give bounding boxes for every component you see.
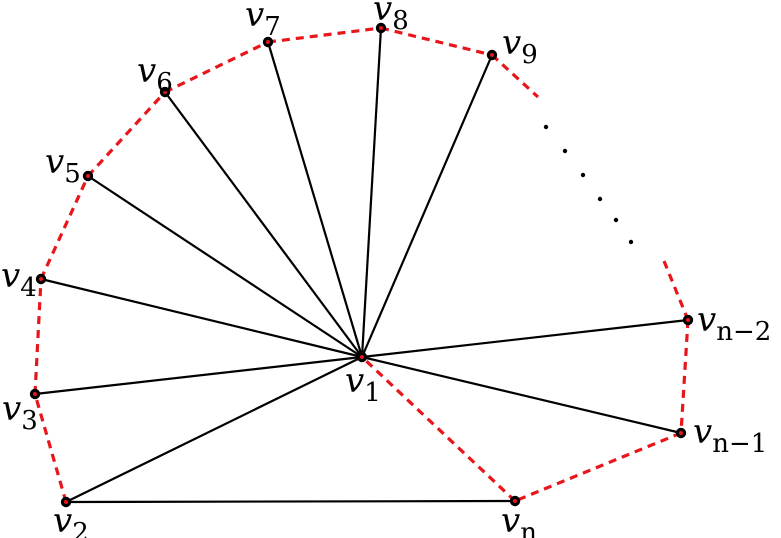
ellipsis-dot-3 xyxy=(580,172,586,178)
edge-v1-vn-1 xyxy=(361,355,682,435)
vertex-core-v2 xyxy=(64,500,68,504)
ellipsis-dot-4 xyxy=(597,196,603,202)
label-vn: vn xyxy=(501,501,537,538)
label-vn-1: vn−1 xyxy=(693,412,767,459)
vertex-core-v9 xyxy=(490,53,494,57)
label-v2-base: v xyxy=(53,501,72,538)
label-v4-base: v xyxy=(1,256,20,296)
label-vn-sub: n xyxy=(520,518,537,538)
label-v4: v4 xyxy=(1,256,37,303)
vertex-core-v6 xyxy=(163,90,167,94)
vertex-core-v1 xyxy=(360,355,364,359)
dashed-edge-v3-v4 xyxy=(33,278,43,395)
edge-v1-v2 xyxy=(65,356,363,503)
label-v8: v8 xyxy=(373,0,409,36)
label-v6-base: v xyxy=(137,51,156,91)
edge-v1-vn-2 xyxy=(361,318,689,359)
label-v8-base: v xyxy=(373,0,392,29)
dashed-edge-v6-v7 xyxy=(164,40,269,94)
label-v1-sub: 1 xyxy=(364,378,381,408)
vertices xyxy=(29,22,694,508)
label-v7-base: v xyxy=(245,0,264,35)
label-v8-sub: 8 xyxy=(392,6,409,36)
vertex-core-v5 xyxy=(86,174,90,178)
edge-v1-v7 xyxy=(266,41,364,358)
label-v2-sub: 2 xyxy=(72,518,89,538)
label-v3: v3 xyxy=(2,389,38,436)
label-v3-sub: 3 xyxy=(21,406,38,436)
dashed-stub-vn-2 xyxy=(662,260,690,321)
label-v7-sub: 7 xyxy=(264,12,281,42)
label-v9: v9 xyxy=(502,23,538,70)
dashed-edge-v7-v8 xyxy=(267,26,382,44)
edge-v1-v3 xyxy=(34,355,363,396)
vertex-core-vn-2 xyxy=(686,318,690,322)
ellipsis-dot-1 xyxy=(543,124,549,130)
label-v6: v6 xyxy=(137,51,173,98)
vertex-core-v3 xyxy=(33,392,37,396)
ellipsis-dots xyxy=(543,124,634,245)
label-v1: v1 xyxy=(345,361,381,408)
label-v4-sub: 4 xyxy=(20,273,37,303)
label-v5: v5 xyxy=(45,142,81,189)
label-v5-sub: 5 xyxy=(64,159,81,189)
vertex-core-vn xyxy=(513,499,517,503)
label-v9-base: v xyxy=(502,23,521,63)
vertex-core-vn-1 xyxy=(679,431,683,435)
dashed-stub-v9 xyxy=(490,53,540,99)
edge-v1-v5 xyxy=(87,175,363,358)
edge-v1-v8 xyxy=(360,27,383,358)
ellipsis-dot-6 xyxy=(628,239,634,245)
ellipsis-dot-2 xyxy=(562,148,568,154)
dashed-edge-vn-1-vn xyxy=(514,431,682,503)
label-vn-1-sub: n−1 xyxy=(712,429,767,459)
label-vn-2: vn−2 xyxy=(697,300,771,347)
vertex-core-v4 xyxy=(39,277,43,281)
label-v2: v2 xyxy=(53,501,89,538)
label-v5-base: v xyxy=(45,142,64,182)
solid-edges xyxy=(34,27,689,504)
label-v3-base: v xyxy=(2,389,21,429)
dashed-edge-vn-v1 xyxy=(360,355,517,503)
vertex-core-v7 xyxy=(266,40,270,44)
dashed-edge-vn-2-vn-1 xyxy=(679,319,690,434)
label-vn-base: v xyxy=(501,501,520,538)
edge-v1-v9 xyxy=(360,54,494,358)
label-vn-2-sub: n−2 xyxy=(716,317,771,347)
dashed-edge-v2-v3 xyxy=(33,393,68,503)
dashed-boundary-edges xyxy=(33,26,690,503)
vertex-core-v8 xyxy=(379,26,383,30)
label-vn-1-base: v xyxy=(693,412,712,452)
label-v6-sub: 6 xyxy=(156,68,173,98)
label-v1-base: v xyxy=(345,361,364,401)
edge-v1-v6 xyxy=(164,91,363,358)
label-v9-sub: 9 xyxy=(521,40,538,70)
dashed-edge-v5-v6 xyxy=(86,90,167,178)
edge-v2-vn xyxy=(65,499,516,504)
edge-v1-v4 xyxy=(40,277,363,359)
label-vn-2-base: v xyxy=(697,300,716,340)
label-v7: v7 xyxy=(245,0,281,42)
dashed-edge-v8-v9 xyxy=(380,26,493,57)
ellipsis-dot-5 xyxy=(613,217,619,223)
dashed-edge-v4-v5 xyxy=(39,175,90,280)
